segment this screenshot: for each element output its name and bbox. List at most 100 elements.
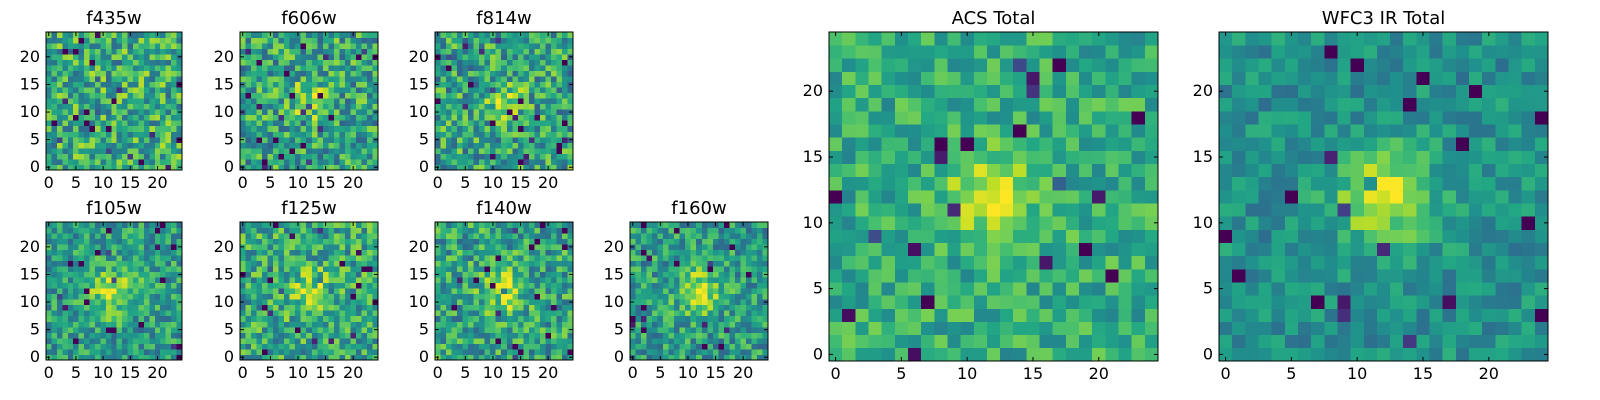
heatmap-cell xyxy=(78,266,85,273)
heatmap-cell xyxy=(295,326,302,333)
heatmap-cell xyxy=(729,321,736,328)
heatmap-cell xyxy=(1079,229,1093,243)
heatmap-cell xyxy=(366,153,373,160)
heatmap-cell xyxy=(317,310,324,317)
heatmap-cell xyxy=(523,288,530,295)
heatmap-cell xyxy=(462,54,469,60)
heatmap-cell xyxy=(457,103,463,110)
heatmap-cell xyxy=(539,293,546,300)
heatmap-cell xyxy=(100,147,107,154)
heatmap-cell xyxy=(690,260,697,267)
heatmap-cell xyxy=(133,271,139,278)
heatmap-cell xyxy=(506,164,513,171)
heatmap-cell xyxy=(894,229,909,243)
heatmap-cell xyxy=(495,343,502,350)
heatmap-cell xyxy=(490,227,497,234)
heatmap-cell xyxy=(512,288,519,295)
heatmap-cell xyxy=(506,332,513,339)
heatmap-cell xyxy=(133,65,139,72)
heatmap-cell xyxy=(289,315,296,322)
heatmap-cell xyxy=(273,147,280,154)
heatmap-cell xyxy=(934,282,948,296)
heatmap-cell xyxy=(116,293,123,300)
heatmap-cell xyxy=(707,271,714,278)
heatmap-cell xyxy=(539,48,546,55)
heatmap-cell xyxy=(333,266,340,273)
heatmap-cell xyxy=(468,109,475,116)
heatmap-cell xyxy=(556,271,563,278)
heatmap-cell xyxy=(707,299,714,306)
heatmap-cell xyxy=(78,310,85,317)
y-tick-label: 15 xyxy=(604,264,624,283)
heatmap-cell xyxy=(652,222,658,228)
heatmap-cell xyxy=(1013,282,1027,296)
heatmap-cell xyxy=(84,114,90,121)
heatmap-cell xyxy=(479,293,486,300)
heatmap-cell xyxy=(523,238,530,245)
heatmap-cell xyxy=(127,43,134,49)
heatmap-cell xyxy=(105,326,112,333)
heatmap-cell xyxy=(479,164,486,171)
heatmap-cell xyxy=(317,32,324,38)
heatmap-cell xyxy=(674,304,681,311)
panel-title: f435w xyxy=(86,8,141,29)
heatmap-cell xyxy=(89,348,96,355)
heatmap-cell xyxy=(894,255,909,270)
heatmap-cell xyxy=(306,109,313,116)
heatmap-cell xyxy=(127,81,134,88)
heatmap-cell xyxy=(251,136,257,143)
heatmap-cell xyxy=(127,271,134,278)
heatmap-cell xyxy=(278,65,285,72)
heatmap-cell xyxy=(718,348,725,355)
heatmap-cell xyxy=(567,32,574,38)
heatmap-cell xyxy=(829,268,843,283)
heatmap-cell xyxy=(51,277,58,284)
heatmap-cell xyxy=(657,227,664,234)
heatmap-cell xyxy=(116,332,123,339)
heatmap-cell xyxy=(51,227,58,234)
heatmap-cell xyxy=(751,260,758,267)
heatmap-cell xyxy=(528,348,535,355)
heatmap-cell xyxy=(718,354,725,361)
heatmap-cell xyxy=(317,244,324,250)
heatmap-cell xyxy=(479,354,486,361)
heatmap-cell xyxy=(512,332,519,339)
heatmap-cell xyxy=(160,282,167,289)
heatmap-cell xyxy=(556,343,563,350)
heatmap-cell xyxy=(451,288,458,295)
heatmap-cell xyxy=(435,304,441,311)
heatmap-cell xyxy=(84,343,90,350)
heatmap-cell xyxy=(165,266,172,273)
heatmap-cell xyxy=(176,277,183,284)
heatmap-cell xyxy=(490,37,497,44)
heatmap-cell xyxy=(762,260,769,267)
heatmap-cell xyxy=(138,136,145,143)
heatmap-cell xyxy=(440,326,447,333)
heatmap-cell xyxy=(240,48,246,55)
heatmap-cell xyxy=(317,271,324,278)
heatmap-cell xyxy=(1026,255,1040,270)
heatmap-cell xyxy=(372,59,379,66)
heatmap-cell xyxy=(446,266,452,273)
heatmap-cell xyxy=(245,260,252,267)
heatmap-cell xyxy=(1065,295,1080,309)
heatmap-cell xyxy=(635,337,642,344)
heatmap-cell xyxy=(539,348,546,355)
heatmap-cell xyxy=(1052,295,1067,309)
heatmap-cell xyxy=(171,332,177,339)
heatmap-cell xyxy=(56,348,63,355)
heatmap-cell xyxy=(56,227,63,234)
heatmap-cell xyxy=(154,321,161,328)
heatmap-cell xyxy=(311,222,318,228)
heatmap-cell xyxy=(457,249,463,256)
heatmap-cell xyxy=(523,222,530,228)
heatmap-cell xyxy=(333,142,340,149)
heatmap-cell xyxy=(251,304,257,311)
heatmap-cell xyxy=(545,92,552,99)
heatmap-cell xyxy=(350,321,357,328)
heatmap-cell xyxy=(1105,295,1119,309)
heatmap-cell xyxy=(734,299,741,306)
heatmap-cell xyxy=(635,293,642,300)
heatmap-cell xyxy=(267,315,274,322)
